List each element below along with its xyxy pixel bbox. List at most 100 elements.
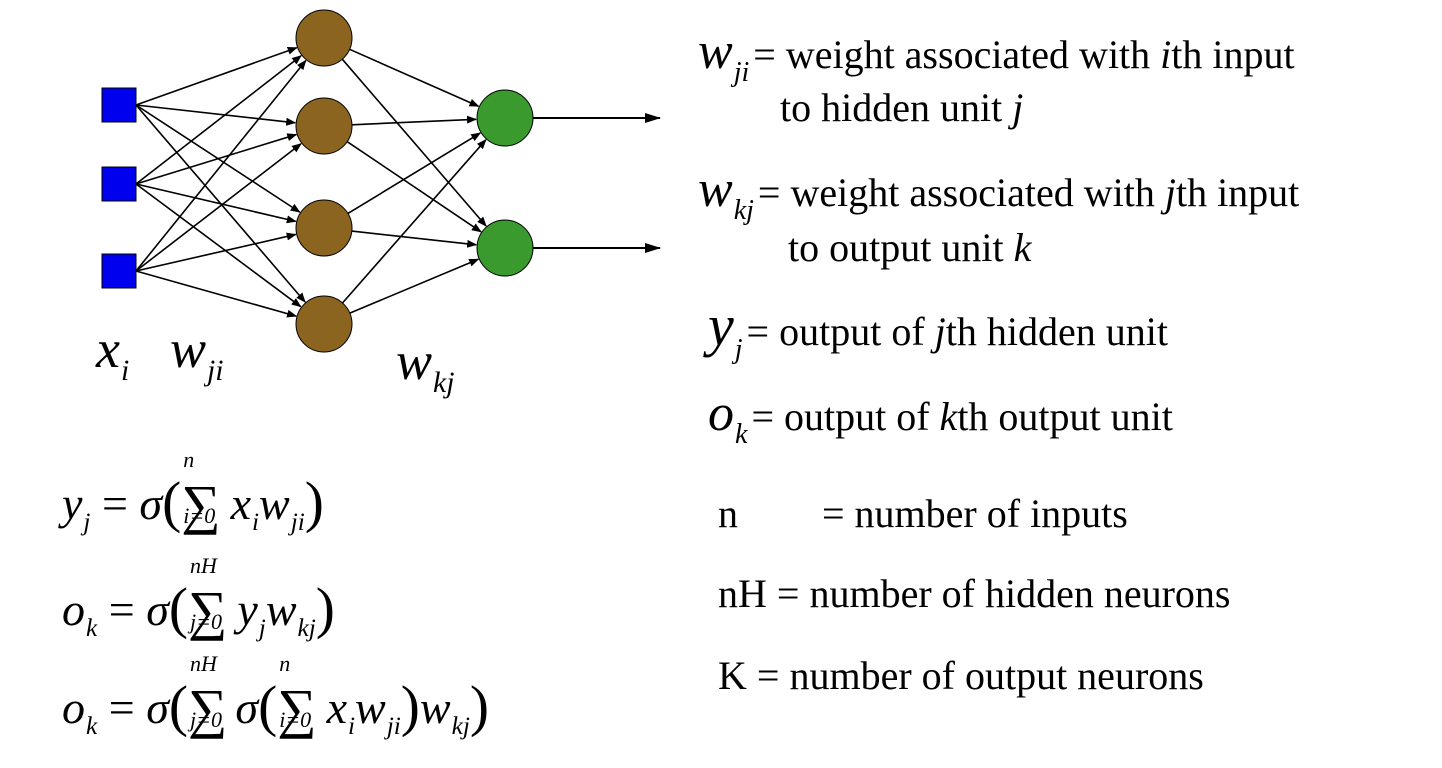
summation-icon: ∑ [188, 678, 228, 740]
weight-ji-sub: ji [207, 355, 224, 388]
edge-hidden-output [351, 230, 478, 248]
eq-term-sub: j [258, 614, 266, 643]
sigma-symbol: σ [146, 584, 169, 635]
definition-var: k [939, 394, 958, 439]
definition-subscript: j [734, 333, 743, 365]
edge-input-hidden [135, 183, 297, 224]
paren-open: ( [168, 675, 189, 739]
eq-lhs: y [62, 478, 83, 529]
equation-hidden-output: yj = σ(∑ n i=0 xiwji) [62, 447, 324, 537]
eq-lhs-sub: j [83, 508, 91, 537]
eq-term: w [265, 584, 297, 635]
weight-kj-symbol: w [396, 331, 433, 391]
definition-symbol: w [698, 161, 733, 218]
eq-term-sub: i [252, 508, 260, 537]
edge-input-hidden [135, 270, 298, 318]
definition-k: K = number of output neurons [718, 652, 1204, 699]
definition-text: = weight associated with [753, 32, 1161, 77]
definition-wkj-line2: to output unit k [788, 224, 1031, 271]
eq-lhs: o [62, 584, 85, 635]
edge-input-hidden [135, 133, 298, 185]
definition-text: = weight associated with [757, 170, 1165, 215]
connection-edges [135, 46, 661, 318]
edge-input-hidden [135, 104, 297, 126]
equation-composed: ok = σ(∑ nH j=0 σ(∑ n i=0 xiwji)wkj) [62, 651, 490, 741]
definition-symbol: o [708, 385, 734, 442]
definition-var: j [1164, 170, 1176, 215]
definition-var: i [1160, 32, 1172, 77]
definition-yj: yj = output of jth hidden unit [708, 292, 1168, 365]
eq-equals: = [108, 584, 135, 635]
edge-input-hidden [135, 55, 302, 185]
sigma-symbol: σ [146, 682, 169, 733]
definition-text: to hidden unit [780, 85, 1013, 130]
definition-n: n = number of inputs [718, 490, 1128, 537]
eq-term-sub: ji [386, 712, 401, 741]
definition-var: k [1013, 225, 1032, 270]
edge-hidden-output [349, 258, 480, 314]
input-label-sub: i [120, 355, 130, 388]
definition-text: th input [1175, 170, 1300, 215]
eq-term: w [419, 682, 451, 733]
definition-text: = number of inputs [822, 491, 1128, 536]
edge-hidden-output [347, 132, 482, 215]
edge-input-hidden [135, 59, 307, 272]
summation-icon: ∑ [277, 678, 317, 740]
summation: ∑ nH j=0 [188, 651, 228, 740]
eq-term-sub: ji [290, 508, 305, 537]
definition-text: th input [1171, 32, 1295, 77]
eq-lhs-sub: k [86, 614, 98, 643]
definition-text: th hidden unit [945, 309, 1168, 354]
edge-input-hidden [135, 143, 302, 272]
definition-text: = output of [751, 394, 940, 439]
definition-ok: ok = output of kth output unit [708, 384, 1173, 450]
sigma-symbol: σ [139, 478, 163, 529]
paren-open: ( [258, 675, 278, 739]
definition-symbol: y [708, 293, 734, 358]
paren-close: ) [469, 675, 490, 739]
eq-term: w [355, 682, 386, 733]
hidden-node [295, 295, 353, 353]
definition-symbol: nH [718, 571, 767, 616]
eq-term: x [326, 682, 347, 733]
paren-close: ) [315, 577, 335, 641]
edge-hidden-output [349, 48, 480, 108]
definition-var: j [1012, 85, 1024, 130]
edge-hidden-output [351, 115, 478, 126]
weight-ji-label: wji [170, 318, 224, 387]
summation-icon: ∑ [181, 474, 221, 536]
eq-term: x [230, 478, 252, 529]
neural-network-diagram [101, 9, 661, 353]
hidden-node [295, 199, 353, 257]
definition-text: to output unit [788, 225, 1014, 270]
hidden-node [295, 97, 353, 155]
definition-text: = output of [746, 309, 935, 354]
edge-hidden-output [341, 139, 487, 304]
equation-output: ok = σ(∑ nH j=0 yjwkj) [62, 553, 335, 643]
eq-equals: = [108, 682, 135, 733]
output-node [476, 89, 534, 147]
definition-subscript: k [735, 418, 748, 450]
definition-text: th output unit [957, 394, 1173, 439]
definition-wji: wji = weight associated with ith input [698, 22, 1295, 88]
definition-subscript: kj [733, 194, 754, 226]
sum-upper: n [183, 447, 195, 472]
paren-close: ) [400, 675, 420, 739]
summation: ∑ nH j=0 [188, 553, 227, 641]
sum-lower: j=0 [190, 707, 222, 732]
sum-upper: n [279, 651, 291, 676]
paren-close: ) [304, 471, 324, 535]
sum-lower: i=0 [279, 707, 312, 732]
sum-upper: nH [190, 651, 217, 676]
eq-term: w [259, 478, 290, 529]
sum-lower: i=0 [183, 503, 216, 528]
definition-nh: nH = number of hidden neurons [718, 570, 1230, 617]
hidden-node [295, 9, 353, 67]
definition-var: j [934, 309, 946, 354]
paren-open: ( [162, 471, 182, 535]
weight-kj-label: wkj [396, 330, 454, 399]
sigma-symbol: σ [235, 682, 259, 733]
weight-kj-sub: kj [433, 367, 455, 400]
sum-upper: nH [190, 553, 217, 578]
eq-term-sub: kj [451, 712, 470, 741]
